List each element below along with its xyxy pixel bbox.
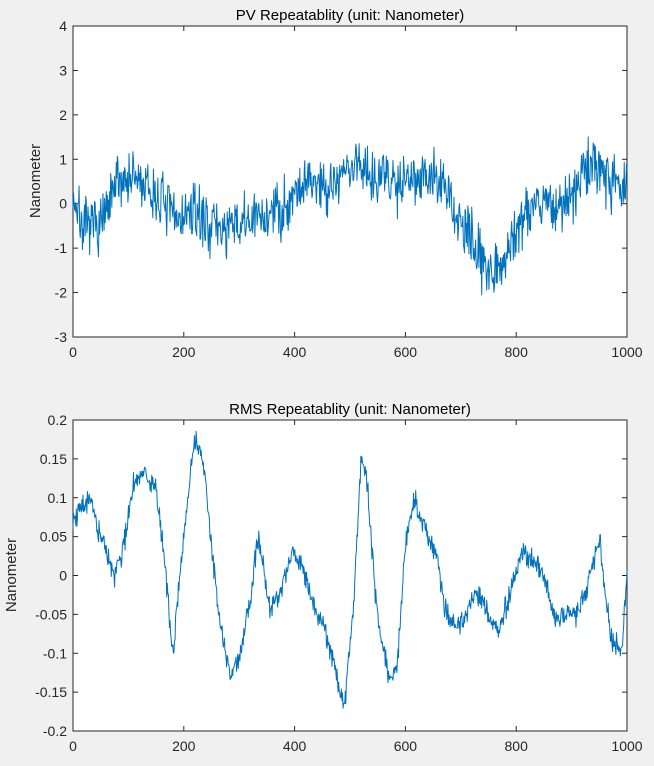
- rms-chart-title: RMS Repeatablity (unit: Nanometer): [229, 401, 471, 418]
- rms-y-tick-label: 0.1: [48, 490, 68, 506]
- rms-x-tick-label: 400: [283, 738, 307, 754]
- rms-y-tick-label: 0.2: [48, 412, 68, 428]
- rms-y-tick-label: 0.05: [40, 529, 67, 545]
- rms-y-tick-label: -0.15: [35, 684, 67, 700]
- rms-x-tick-label: 800: [505, 738, 529, 754]
- rms-x-tick-label: 200: [172, 738, 196, 754]
- pv-y-axis-label: Nanometer: [27, 144, 44, 218]
- pv-y-tick-label: 4: [59, 18, 67, 34]
- rms-x-ticks: 0 200 400 600 800 1000: [69, 420, 643, 754]
- rms-x-tick-label: 1000: [611, 738, 642, 754]
- pv-chart: PV Repeatablity (unit: Nanometer) Nanome…: [27, 7, 643, 360]
- pv-chart-title: PV Repeatablity (unit: Nanometer): [236, 7, 464, 24]
- pv-x-tick-label: 800: [505, 344, 529, 360]
- pv-y-tick-label: -1: [55, 240, 68, 256]
- pv-x-tick-label: 400: [283, 344, 307, 360]
- pv-x-ticks: 0 200 400 600 800 1000: [69, 26, 643, 360]
- pv-series-line: [72, 136, 628, 296]
- pv-y-tick-label: 0: [59, 196, 67, 212]
- pv-y-tick-label: 1: [59, 151, 67, 167]
- rms-y-tick-label: 0.15: [40, 451, 67, 467]
- rms-x-tick-label: 600: [394, 738, 418, 754]
- pv-x-tick-label: 0: [69, 344, 77, 360]
- rms-y-tick-label: -0.05: [35, 606, 67, 622]
- rms-y-axis-label: Nanometer: [3, 538, 20, 612]
- pv-y-tick-label: -3: [55, 329, 68, 345]
- rms-y-tick-label: 0: [59, 568, 67, 584]
- rms-y-tick-label: -0.1: [43, 645, 67, 661]
- rms-y-ticks: -0.2 -0.15 -0.1 -0.05 0 0.05 0.1 0.15 0.2: [35, 412, 627, 739]
- rms-x-tick-label: 0: [69, 738, 77, 754]
- pv-y-tick-label: -2: [55, 285, 68, 301]
- pv-y-tick-label: 3: [59, 62, 67, 78]
- pv-y-ticks: -3 -2 -1 0 1 2 3 4: [55, 18, 627, 345]
- rms-series-line: [72, 430, 628, 709]
- pv-x-tick-label: 200: [172, 344, 196, 360]
- rms-plot-area: [72, 419, 628, 732]
- pv-y-tick-label: 2: [59, 107, 67, 123]
- rms-chart: RMS Repeatablity (unit: Nanometer) Nanom…: [3, 401, 643, 754]
- pv-x-tick-label: 600: [394, 344, 418, 360]
- pv-x-tick-label: 1000: [611, 344, 642, 360]
- rms-y-tick-label: -0.2: [43, 723, 67, 739]
